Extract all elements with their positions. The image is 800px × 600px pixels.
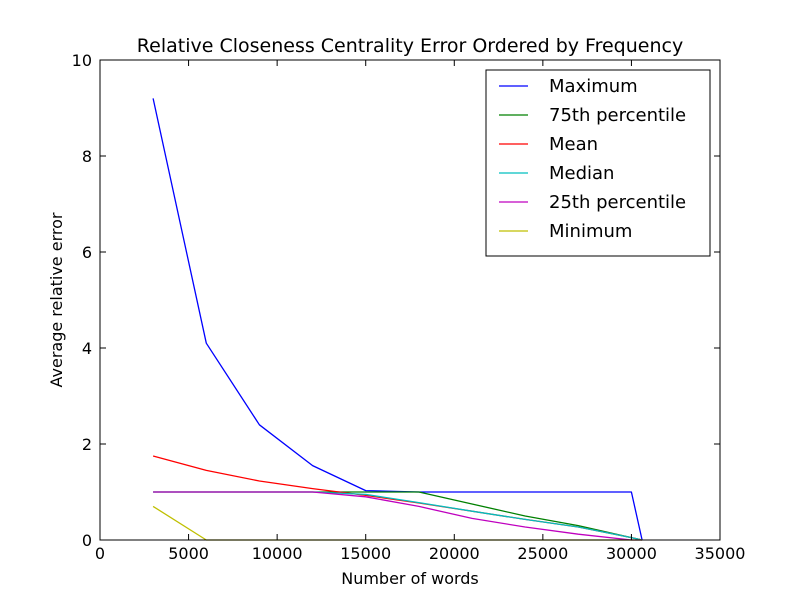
y-axis-label: Average relative error	[47, 212, 66, 387]
x-tick-label: 25000	[517, 544, 568, 563]
legend: Maximum 75th percentile Mean Median 25th per…	[485, 69, 711, 257]
y-tick-label: 10	[72, 51, 92, 70]
x-tick-label: 35000	[695, 544, 746, 563]
legend-box	[485, 69, 711, 257]
legend-label-0: Maximum	[549, 76, 638, 97]
y-tick-label: 6	[82, 243, 92, 262]
legend-label-4: 25th percentile	[549, 192, 686, 213]
legend-label-2: Mean	[549, 134, 598, 155]
x-tick-label: 15000	[340, 544, 391, 563]
y-tick-label: 4	[82, 339, 92, 358]
chart-title: Relative Closeness Centrality Error Orde…	[137, 35, 683, 57]
x-tick-label: 20000	[429, 544, 480, 563]
x-axis-label: Number of words	[341, 569, 479, 588]
series-line-4	[153, 491, 643, 541]
legend-label-3: Median	[549, 163, 614, 184]
axes-frame	[99, 59, 721, 541]
plot-area: 0 5000 10000 15000 20000 25000 30000 35000 0 2 4 6 8…	[72, 51, 746, 563]
x-tick-label: 30000	[606, 544, 657, 563]
x-tick-label: 10000	[252, 544, 303, 563]
y-tick-label: 2	[82, 435, 92, 454]
legend-label-1: 75th percentile	[549, 105, 686, 126]
legend-label-5: Minimum	[549, 221, 632, 242]
x-tick-label: 5000	[168, 544, 209, 563]
y-tick-label: 0	[82, 531, 92, 550]
x-tick-label: 0	[95, 544, 105, 563]
y-tick-label: 8	[82, 147, 92, 166]
